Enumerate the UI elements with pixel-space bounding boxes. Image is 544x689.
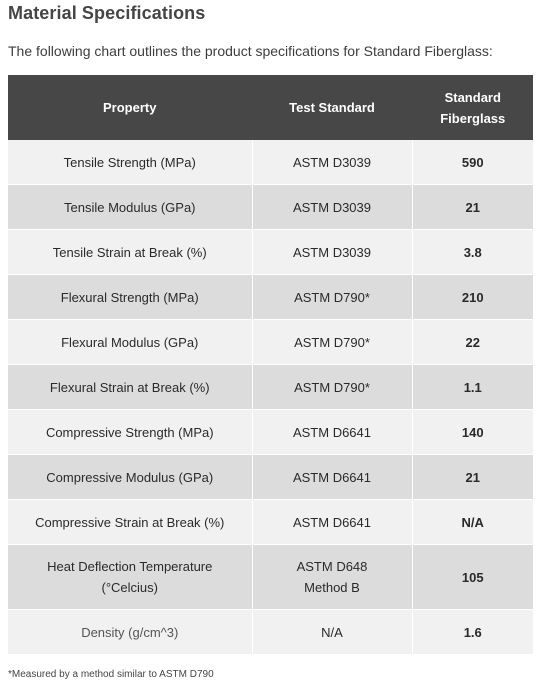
standard-cell: ASTM D3039 [252, 184, 413, 230]
table-row: Compressive Modulus (GPa) ASTM D6641 21 [8, 454, 533, 500]
value-cell: 3.8 [412, 229, 533, 275]
value-cell: 21 [412, 454, 533, 500]
standard-cell: ASTM D3039 [252, 140, 413, 185]
property-cell: Compressive Modulus (GPa) [8, 454, 253, 500]
standard-cell: ASTM D6641 [252, 409, 413, 455]
table-row: Heat Deflection Temperature (°Celcius) A… [8, 544, 533, 610]
standard-cell: ASTM D790* [252, 274, 413, 320]
header-standard-fiberglass: Standard Fiberglass [412, 75, 533, 140]
table-row: Tensile Strain at Break (%) ASTM D3039 3… [8, 229, 533, 275]
standard-cell: N/A [252, 609, 413, 655]
property-cell: Flexural Strength (MPa) [8, 274, 253, 320]
table-row: Flexural Modulus (GPa) ASTM D790* 22 [8, 319, 533, 365]
table-header-row: Property Test Standard Standard Fibergla… [8, 75, 533, 140]
header-test-standard: Test Standard [252, 75, 413, 140]
footnote: *Measured by a method similar to ASTM D7… [8, 669, 214, 680]
header-property: Property [8, 75, 253, 140]
property-cell: Tensile Strength (MPa) [8, 140, 253, 185]
value-cell: 1.6 [412, 609, 533, 655]
table-row: Compressive Strain at Break (%) ASTM D66… [8, 499, 533, 545]
intro-text: The following chart outlines the product… [8, 43, 493, 59]
page-title: Material Specifications [8, 3, 206, 23]
property-cell: Heat Deflection Temperature (°Celcius) [8, 544, 253, 610]
value-cell: 1.1 [412, 364, 533, 410]
value-cell: N/A [412, 499, 533, 545]
standard-cell: ASTM D3039 [252, 229, 413, 275]
value-cell: 105 [412, 544, 533, 610]
table-row: Flexural Strength (MPa) ASTM D790* 210 [8, 274, 533, 320]
table-row: Tensile Modulus (GPa) ASTM D3039 21 [8, 184, 533, 230]
property-cell: Compressive Strength (MPa) [8, 409, 253, 455]
value-cell: 22 [412, 319, 533, 365]
specifications-table: Property Test Standard Standard Fibergla… [8, 75, 533, 655]
property-cell: Flexural Modulus (GPa) [8, 319, 253, 365]
standard-cell: ASTM D648 Method B [252, 544, 413, 610]
standard-cell: ASTM D6641 [252, 499, 413, 545]
standard-cell: ASTM D790* [252, 364, 413, 410]
property-cell: Compressive Strain at Break (%) [8, 499, 253, 545]
table-row: Compressive Strength (MPa) ASTM D6641 14… [8, 409, 533, 455]
table-row: Density (g/cm^3) N/A 1.6 [8, 609, 533, 655]
standard-cell: ASTM D790* [252, 319, 413, 365]
property-cell: Tensile Modulus (GPa) [8, 184, 253, 230]
value-cell: 21 [412, 184, 533, 230]
table-row: Flexural Strain at Break (%) ASTM D790* … [8, 364, 533, 410]
value-cell: 210 [412, 274, 533, 320]
value-cell: 140 [412, 409, 533, 455]
standard-cell: ASTM D6641 [252, 454, 413, 500]
property-cell: Flexural Strain at Break (%) [8, 364, 253, 410]
table-row: Tensile Strength (MPa) ASTM D3039 590 [8, 140, 533, 185]
property-cell: Tensile Strain at Break (%) [8, 229, 253, 275]
value-cell: 590 [412, 140, 533, 185]
property-cell: Density (g/cm^3) [8, 609, 253, 655]
